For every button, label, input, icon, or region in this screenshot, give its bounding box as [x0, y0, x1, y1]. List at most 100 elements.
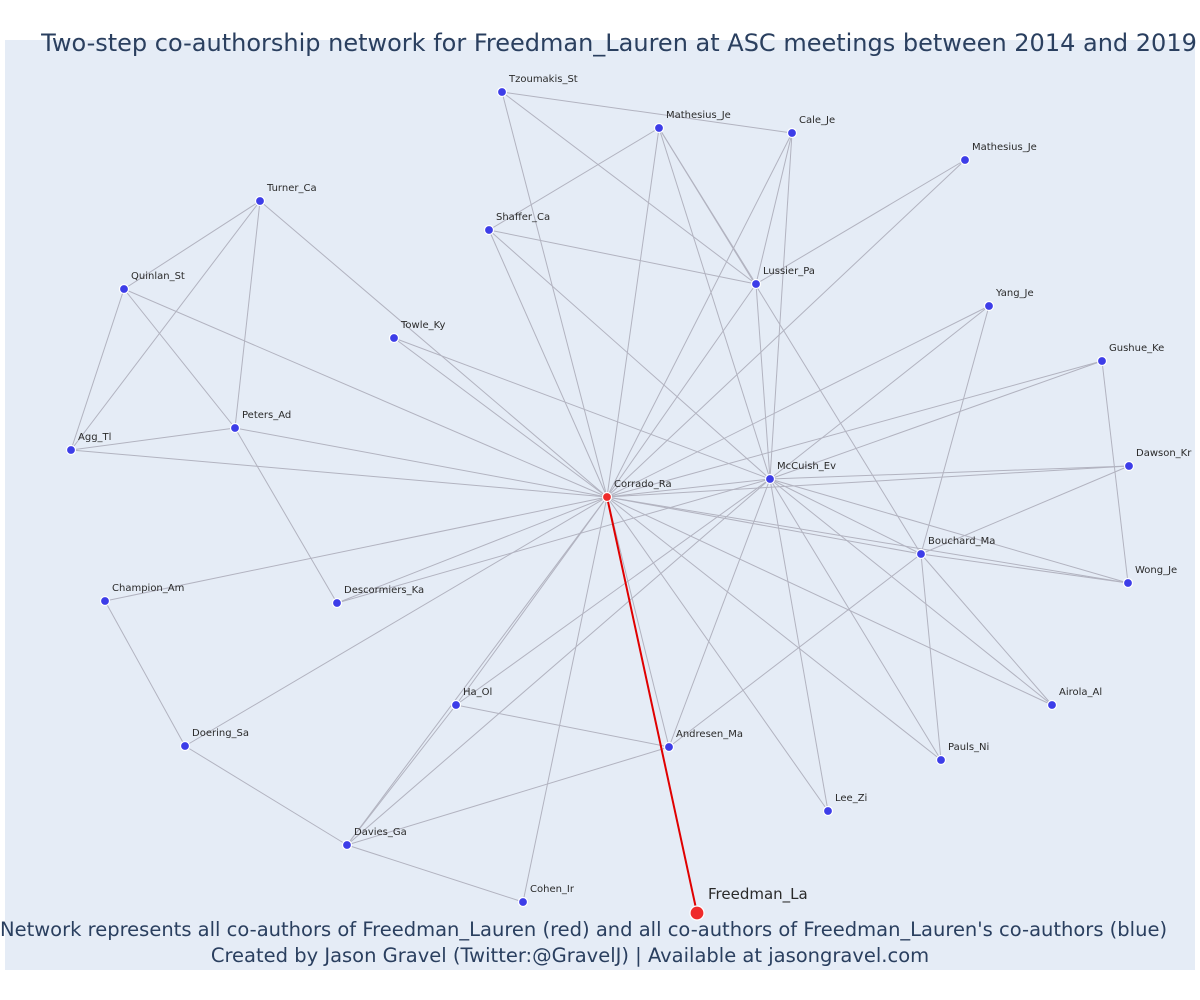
edge-Doering_Sa-Davies_Ga	[184, 745, 348, 846]
node-label-Airola_Al: Airola_Al	[1059, 687, 1102, 698]
edge-Andresen_Ma-Davies_Ga	[346, 746, 670, 846]
node-label-Cohen_Ir: Cohen_Ir	[530, 884, 575, 895]
edge-Corrado_Ra-Davies_Ga	[346, 496, 608, 846]
edge-Corrado_Ra-Tzoumakis_St	[501, 91, 608, 498]
edge-Turner_Ca-Agg_Tl	[70, 200, 261, 451]
edge-McCuish_Ev-Airola_Al	[769, 478, 1053, 706]
edge-Corrado_Ra-Quinlan_St	[123, 288, 608, 498]
node-Shaffer_Ca[interactable]	[483, 224, 495, 236]
edge-Cale_Je-Lussier_Pa	[755, 132, 793, 285]
node-Towle_Ky[interactable]	[388, 332, 400, 344]
edge-Ha_Ol-Davies_Ga	[346, 704, 457, 846]
node-Airola_Al[interactable]	[1046, 699, 1058, 711]
edge-Corrado_Ra-Mathesius_Je2	[606, 159, 966, 498]
edge-Quinlan_St-Agg_Tl	[70, 288, 125, 451]
node-Freedman_La[interactable]	[689, 905, 705, 921]
edge-Bouchard_Ma-Andresen_Ma	[668, 553, 922, 748]
edge-Corrado_Ra-Doering_Sa	[184, 496, 608, 747]
chart-title: Two-step co-authorship network for Freed…	[41, 29, 1197, 57]
node-label-Doering_Sa: Doering_Sa	[192, 728, 249, 739]
edge-Corrado_Ra-Descormiers_Ka	[336, 496, 608, 604]
edge-Bouchard_Ma-Wong_Je	[920, 553, 1129, 584]
node-Dawson_Kr[interactable]	[1123, 460, 1135, 472]
node-McCuish_Ev[interactable]	[764, 473, 776, 485]
node-Andresen_Ma[interactable]	[663, 741, 675, 753]
edge-McCuish_Ev-Shaffer_Ca	[488, 229, 771, 480]
edge-Corrado_Ra-Wong_Je	[606, 496, 1129, 584]
edges-layer	[70, 91, 1130, 914]
edge-Corrado_Ra-Shaffer_Ca	[488, 229, 608, 498]
node-label-Towle_Ky: Towle_Ky	[400, 320, 445, 331]
node-label-McCuish_Ev: McCuish_Ev	[777, 461, 836, 472]
node-label-Descormiers_Ka: Descormiers_Ka	[344, 585, 424, 596]
node-Corrado_Ra[interactable]	[601, 491, 613, 503]
edge-Corrado_Ra-Turner_Ca	[259, 200, 608, 498]
edge-Corrado_Ra-Lussier_Pa	[606, 283, 757, 498]
node-Cale_Je[interactable]	[786, 127, 798, 139]
edge-Corrado_Ra-Dawson_Kr	[606, 465, 1130, 498]
node-label-Agg_Tl: Agg_Tl	[78, 432, 111, 443]
node-Quinlan_St[interactable]	[118, 283, 130, 295]
node-Bouchard_Ma[interactable]	[915, 548, 927, 560]
node-label-Lee_Zi: Lee_Zi	[835, 793, 867, 804]
edge-Champion_Am-Doering_Sa	[104, 600, 186, 747]
node-Cohen_Ir[interactable]	[517, 896, 529, 908]
edge-Corrado_Ra-Cohen_Ir	[522, 496, 608, 903]
node-Davies_Ga[interactable]	[341, 839, 353, 851]
edge-McCuish_Ev-Bouchard_Ma	[769, 478, 922, 555]
node-Lee_Zi[interactable]	[822, 805, 834, 817]
node-Lussier_Pa[interactable]	[750, 278, 762, 290]
edge-Corrado_Ra-Champion_Am	[104, 496, 608, 602]
edge-Bouchard_Ma-Airola_Al	[920, 553, 1053, 706]
node-Mathesius_Je1[interactable]	[653, 122, 665, 134]
edge-Corrado_Ra-Ha_Ol	[455, 496, 608, 706]
edge-Mathesius_Je2-Lussier_Pa	[755, 159, 966, 285]
caption-line-1: Network represents all co-authors of Fre…	[0, 918, 1168, 941]
edge-Corrado_Ra-Gushue_Ke	[606, 360, 1103, 498]
node-label-Champion_Am: Champion_Am	[112, 583, 184, 594]
node-Gushue_Ke[interactable]	[1096, 355, 1108, 367]
edge-Corrado_Ra-McCuish_Ev	[606, 478, 771, 498]
node-label-Peters_Ad: Peters_Ad	[242, 410, 291, 421]
edge-Corrado_Ra-Towle_Ky	[393, 337, 608, 498]
node-Tzoumakis_St[interactable]	[496, 86, 508, 98]
node-label-Andresen_Ma: Andresen_Ma	[676, 729, 743, 740]
edge-Tzoumakis_St-Lussier_Pa	[501, 91, 757, 285]
edge-Corrado_Ra-Lee_Zi	[606, 496, 829, 812]
edge-McCuish_Ev-Cale_Je	[769, 132, 793, 480]
edge-Turner_Ca-Peters_Ad	[234, 200, 261, 429]
edge-Corrado_Ra-Mathesius_Je1	[606, 127, 660, 498]
node-Descormiers_Ka[interactable]	[331, 597, 343, 609]
node-label-Quinlan_St: Quinlan_St	[131, 271, 185, 282]
edge-Yang_Je-Bouchard_Ma	[920, 305, 990, 555]
edge-McCuish_Ev-Towle_Ky	[393, 337, 771, 480]
edge-Quinlan_St-Peters_Ad	[123, 288, 236, 429]
caption-line-2: Created by Jason Gravel (Twitter:@Gravel…	[210, 944, 930, 967]
node-Doering_Sa[interactable]	[179, 740, 191, 752]
node-Ha_Ol[interactable]	[450, 699, 462, 711]
edge-Corrado_Ra-Yang_Je	[606, 305, 990, 498]
node-Turner_Ca[interactable]	[254, 195, 266, 207]
node-Agg_Tl[interactable]	[65, 444, 77, 456]
node-label-Mathesius_Je2: Mathesius_Je	[972, 142, 1037, 153]
edge-McCuish_Ev-Wong_Je	[769, 478, 1129, 584]
node-label-Bouchard_Ma: Bouchard_Ma	[928, 536, 995, 547]
edge-Corrado_Ra-Agg_Tl	[70, 449, 608, 498]
node-label-Davies_Ga: Davies_Ga	[354, 827, 407, 838]
node-label-Turner_Ca: Turner_Ca	[266, 183, 317, 194]
node-Yang_Je[interactable]	[983, 300, 995, 312]
edge-McCuish_Ev-Yang_Je	[769, 305, 990, 480]
node-label-Yang_Je: Yang_Je	[995, 288, 1034, 299]
labels-layer: Freedman_La Corrado_Ra McCuish_Ev Tzoumakis…	[78, 74, 1192, 904]
edge-McCuish_Ev-Dawson_Kr	[769, 465, 1130, 480]
node-Peters_Ad[interactable]	[229, 422, 241, 434]
node-label-Shaffer_Ca: Shaffer_Ca	[496, 212, 550, 223]
edge-Corrado_Ra-Airola_Al	[606, 496, 1053, 706]
node-label-Tzoumakis_St: Tzoumakis_St	[508, 74, 578, 85]
node-Mathesius_Je2[interactable]	[959, 154, 971, 166]
nodes-layer	[65, 86, 1135, 921]
node-Pauls_Ni[interactable]	[935, 754, 947, 766]
node-label-Wong_Je: Wong_Je	[1135, 565, 1177, 576]
node-Champion_Am[interactable]	[99, 595, 111, 607]
node-Wong_Je[interactable]	[1122, 577, 1134, 589]
